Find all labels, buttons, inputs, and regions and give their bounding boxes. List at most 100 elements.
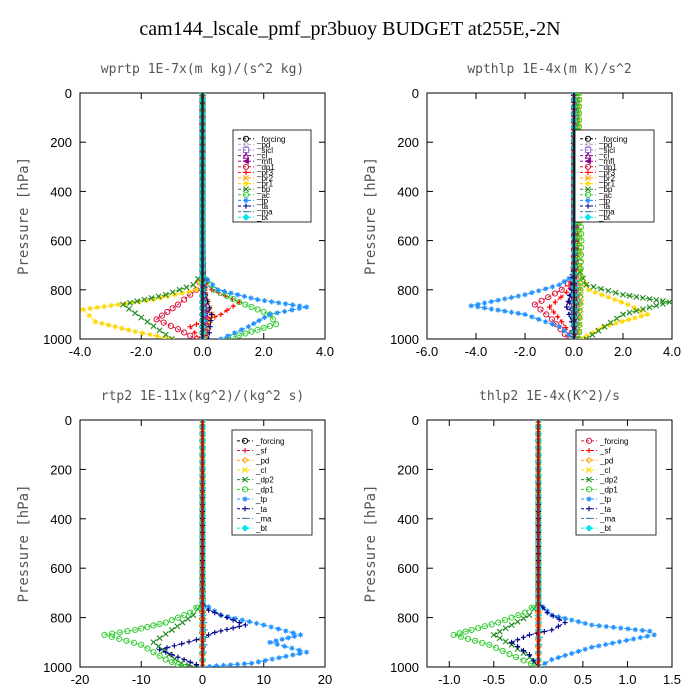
series-bp-point xyxy=(620,291,626,298)
series-dp1-point xyxy=(495,619,502,626)
series-tp-point xyxy=(269,656,275,662)
series-pr1-point xyxy=(631,305,638,311)
legend-item: _pd xyxy=(581,456,613,465)
legend-swatch-marker xyxy=(586,466,592,473)
series-ta-point xyxy=(186,639,192,645)
legend-label: _bt xyxy=(255,524,268,533)
legend-swatch-marker xyxy=(585,437,593,444)
legend-item: _dp2 xyxy=(581,476,618,485)
series-dp1-point xyxy=(174,614,182,621)
legend-item: _ma xyxy=(581,514,616,523)
legend-item: _ma xyxy=(237,514,272,523)
legend-item: _dp1 xyxy=(580,163,617,172)
series-pr3-point xyxy=(218,311,224,317)
series-dp2-point xyxy=(168,626,175,633)
series-ta-point xyxy=(193,661,199,667)
series-pr1-point xyxy=(638,313,644,319)
series-pr3-point xyxy=(564,289,570,295)
series-tp-line xyxy=(202,93,307,339)
series-ta-point xyxy=(193,637,199,643)
series-bp-point xyxy=(183,284,190,291)
series-bp-point xyxy=(646,295,653,302)
legend-item: _ma xyxy=(580,208,615,217)
series-tp-point xyxy=(206,604,212,610)
series-ta-point xyxy=(549,627,555,633)
series-bp-point xyxy=(639,306,646,313)
x-tick-label: 10 xyxy=(257,672,271,687)
series-pr3-point xyxy=(196,336,203,339)
series-dp1-point xyxy=(162,656,169,663)
series-dp2-point xyxy=(520,615,527,622)
series-dp2-line xyxy=(492,420,539,667)
series-tp-point xyxy=(283,628,289,634)
series-tp-point xyxy=(228,290,234,296)
series-dp1-point xyxy=(116,629,123,636)
series-tp-point xyxy=(246,619,253,625)
series-dp1-point xyxy=(520,657,527,664)
series-bp-point xyxy=(132,310,139,317)
series-tp-point xyxy=(589,622,595,628)
y-tick-label: 600 xyxy=(50,561,72,576)
series-bp-point xyxy=(168,336,175,339)
series-tp-point xyxy=(255,659,261,665)
series-bp-point xyxy=(601,323,608,330)
legend-label: _pd xyxy=(256,140,270,149)
series-ta-point xyxy=(242,622,248,628)
legend-label: _dp1 xyxy=(599,485,618,494)
series-dp1-line xyxy=(451,420,539,667)
legend-label: _pd xyxy=(598,140,612,149)
y-tick-label: 600 xyxy=(50,234,72,249)
legend-item: _ta xyxy=(238,202,269,211)
series-bp-point xyxy=(176,286,183,293)
series-dp1-point xyxy=(144,645,151,652)
series-pr1-point xyxy=(80,306,86,313)
legend-label: _forcing xyxy=(256,135,285,144)
series-dp1-point xyxy=(164,308,171,316)
series-bp-point xyxy=(162,291,169,298)
series-ta-point xyxy=(212,610,218,616)
series-bp-point xyxy=(612,289,619,296)
series-tp-point xyxy=(515,310,521,316)
panel-title: wprtp 1E-7x(m kg)/(s^2 kg) xyxy=(101,62,305,77)
series-pr3-point xyxy=(236,299,242,305)
series-pr1-point xyxy=(196,279,203,286)
legend: _forcing_sf_pd_cl_dp2_dp1_tp_ta_ma_bt xyxy=(231,429,313,536)
legend-label: _mfl xyxy=(598,157,614,166)
series-bp-point xyxy=(169,289,176,296)
legend-label: _dp1 xyxy=(598,163,617,172)
series-dp2-point xyxy=(150,639,157,646)
series-ta-point xyxy=(207,305,213,311)
series-dp1-point xyxy=(543,311,550,318)
series-dp1-line xyxy=(533,93,575,339)
series-dp1-point xyxy=(488,621,495,628)
y-tick-label: 600 xyxy=(397,234,419,249)
series-pr1-point xyxy=(632,315,638,321)
series-dp1-point xyxy=(551,290,559,297)
series-pr1-point xyxy=(101,303,107,310)
series-ta-point xyxy=(230,617,236,623)
legend-label: _bt xyxy=(256,213,269,222)
series-tp-point xyxy=(281,643,288,649)
series-tp-point xyxy=(566,332,572,338)
series-dp1-point xyxy=(187,609,194,616)
series-bp-point xyxy=(646,304,653,311)
series-tp-point xyxy=(269,299,275,305)
legend-swatch-marker xyxy=(242,447,248,454)
series-dp2-point xyxy=(190,612,197,619)
series-bp-point xyxy=(127,299,134,306)
legend-item: _bt xyxy=(581,524,612,533)
series-tp-point xyxy=(276,300,282,306)
series-tp-line xyxy=(470,93,575,339)
series-bp-point xyxy=(626,292,633,299)
series-dp1-point xyxy=(158,312,166,319)
series-tp-point xyxy=(569,617,575,623)
series-pr1-point xyxy=(613,320,619,326)
series-ac-point xyxy=(578,230,585,237)
series-tp-point xyxy=(241,293,247,299)
legend-label: _ma xyxy=(598,208,615,217)
series-tp-point xyxy=(241,661,248,667)
series-ac-point xyxy=(578,244,585,251)
legend-swatch-marker xyxy=(585,186,591,193)
legend-swatch-marker xyxy=(584,158,591,165)
series-ac-point xyxy=(577,224,585,231)
